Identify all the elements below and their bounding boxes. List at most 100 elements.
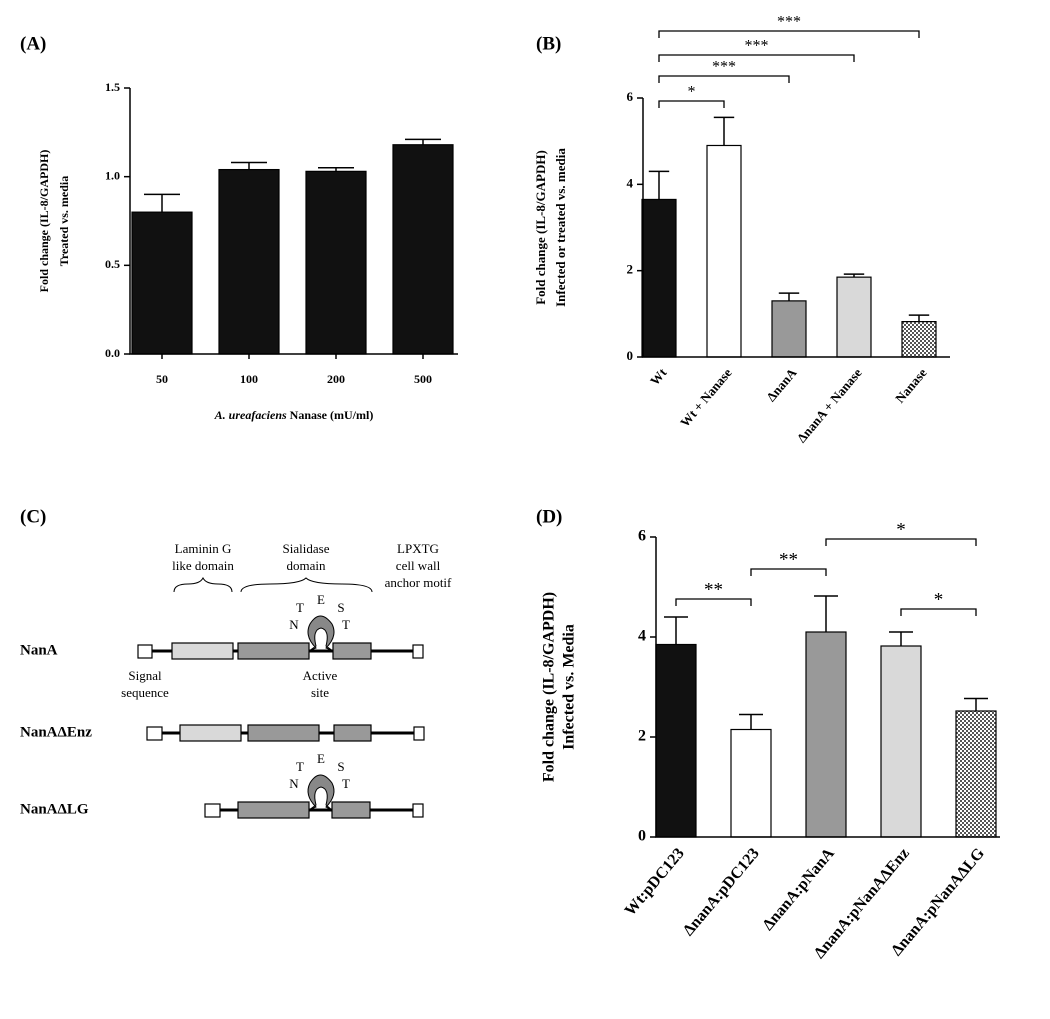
bar (805, 631, 847, 838)
active-site-loop (307, 774, 335, 811)
domain-label: Sialidase (283, 541, 330, 556)
bar (706, 144, 742, 358)
signal-label: Signal (128, 668, 162, 683)
significance-label: *** (745, 38, 769, 55)
sialidase-box (332, 642, 372, 660)
x-tick-label: 100 (240, 372, 258, 386)
panel-label: (D) (536, 506, 562, 527)
y-tick-label: 2 (627, 262, 634, 277)
panel-label: (C) (20, 506, 46, 527)
diagram: (C) Laminin G like domain Sialidase doma… (20, 506, 452, 819)
residue: T (296, 759, 304, 774)
x-axis-label-part: A. ureafaciens (214, 408, 287, 422)
x-tick-label: Wt (647, 365, 670, 388)
anchor-box (412, 644, 424, 659)
residue: E (317, 751, 325, 766)
x-axis-label-part: Nanase (mU/ml) (287, 408, 374, 422)
domain-label: anchor motif (385, 575, 452, 590)
bar (730, 728, 772, 838)
residue: N (289, 617, 299, 632)
axes (655, 537, 1000, 838)
significance-bracket (658, 75, 790, 83)
y-tick-label: 4 (638, 628, 646, 645)
residue: S (337, 600, 344, 615)
construct-label: NanA (20, 642, 58, 658)
domain-label: like domain (172, 558, 234, 573)
x-axis-label: A. ureafaciens Nanase (mU/ml) (214, 408, 374, 422)
y-tick-label: 6 (638, 528, 646, 545)
y-axis-label: Fold change (IL-8/GAPDH) (541, 592, 558, 782)
domain-label: domain (287, 558, 326, 573)
bar (218, 168, 280, 355)
y-tick-label: 0.5 (105, 257, 120, 271)
bar (641, 198, 677, 358)
domain-label: Laminin G (175, 541, 232, 556)
y-tick-label: 0 (638, 828, 646, 845)
sialidase-box (331, 801, 371, 819)
x-tick-label: ΔnanA (763, 365, 800, 405)
residue: T (342, 776, 350, 791)
y-tick-label: 2 (638, 728, 646, 745)
panel-label: (A) (20, 33, 46, 54)
construct-label: NanAΔEnz (20, 724, 92, 740)
y-axis-label: Treated vs. media (57, 176, 71, 267)
x-tick-label: 200 (327, 372, 345, 386)
bar (836, 276, 872, 358)
significance-bracket (825, 538, 977, 546)
laminin-box (179, 724, 242, 742)
significance-label: *** (777, 14, 801, 31)
active-site-label: site (311, 685, 329, 700)
significance-label: ** (779, 549, 798, 570)
significance-bracket (750, 568, 827, 576)
y-tick-label: 6 (627, 89, 634, 104)
sialidase-box (247, 724, 320, 742)
sialidase-box (333, 724, 372, 742)
x-tick-label: Nanase (892, 365, 930, 406)
anchor-box (412, 803, 424, 818)
significance-label: * (896, 519, 906, 540)
residue: E (317, 592, 325, 607)
y-tick-label: 1.5 (105, 80, 120, 94)
x-tick-label: ΔnanA:pDC123 (680, 845, 763, 939)
y-tick-label: 0 (627, 348, 634, 363)
domain-label: LPXTG (397, 541, 439, 556)
significance-bracket (658, 30, 920, 38)
bar (131, 211, 193, 355)
y-tick-label: 4 (627, 175, 634, 190)
axes (129, 88, 458, 355)
x-tick-label: 50 (156, 372, 168, 386)
y-axis-label: Fold change (IL-8/GAPDH) (533, 150, 548, 305)
residue: T (296, 600, 304, 615)
bar (880, 645, 922, 838)
y-axis-label: Infected vs. Media (561, 624, 578, 750)
construct-label: NanAΔLG (20, 801, 89, 817)
anchor-box (413, 726, 425, 741)
significance-bracket (658, 54, 855, 62)
laminin-box (171, 642, 234, 660)
x-tick-label: Wt + Nanase (677, 365, 735, 430)
active-site-loop (307, 615, 335, 652)
significance-label: ** (704, 579, 723, 600)
significance-label: *** (712, 59, 736, 76)
residue: T (342, 617, 350, 632)
y-axis-label: Infected or treated vs. media (553, 148, 568, 307)
brace (240, 577, 373, 593)
x-tick-label: 500 (414, 372, 432, 386)
significance-bracket (658, 100, 725, 108)
signal-box (146, 726, 163, 741)
y-tick-label: 0.0 (105, 346, 120, 360)
significance-bracket (675, 598, 752, 606)
x-tick-label: ΔnanA:pNanA (760, 845, 839, 934)
bar (955, 710, 997, 838)
x-tick-label: Wt:pDC123 (622, 845, 688, 919)
significance-label: * (934, 589, 944, 610)
sialidase-box (237, 642, 310, 660)
residue: N (289, 776, 299, 791)
sialidase-box (237, 801, 310, 819)
y-axis-label: Fold change (IL-8/GAPDH) (37, 150, 51, 293)
significance-bracket (900, 608, 977, 616)
x-tick-label: ΔnanA + Nanase (794, 365, 865, 445)
bar (392, 144, 454, 355)
